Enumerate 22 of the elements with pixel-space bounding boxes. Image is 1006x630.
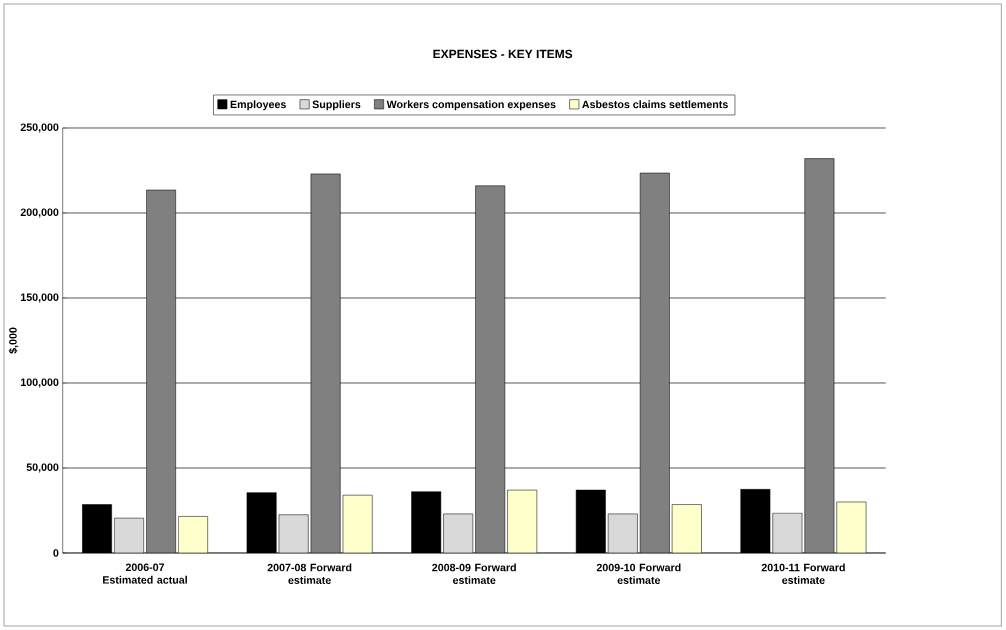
bar — [507, 489, 538, 553]
y-tick-label: 0 — [53, 549, 59, 557]
bar — [836, 501, 867, 553]
y-tick-label: 150,000 — [21, 293, 59, 303]
x-tick-label: 2008-09 Forward estimate — [432, 563, 516, 584]
bar — [342, 494, 373, 553]
y-tick-label: 200,000 — [20, 208, 59, 218]
y-tick-label: 250,000 — [20, 123, 59, 133]
chart-title: EXPENSES - KEY ITEMS — [433, 49, 573, 59]
y-axis-title: $,000 — [8, 327, 19, 354]
legend-label: Suppliers — [312, 100, 361, 111]
bar — [671, 504, 702, 553]
x-tick-label: 2010-11 Forward estimate — [761, 563, 845, 584]
legend-label: Workers compensation expenses — [386, 100, 556, 111]
y-tick-label: 50,000 — [26, 463, 59, 473]
x-tick-label: 2006-07 Estimated actual — [103, 563, 187, 584]
legend-label: Asbestos claims settlements — [582, 100, 728, 109]
legend-label: Employees — [230, 100, 286, 111]
bar — [178, 516, 208, 553]
x-tick-label: 2009-10 Forward estimate — [596, 563, 681, 584]
y-tick-label: 100,000 — [21, 378, 59, 388]
x-tick-label: 2007-08 Forward estimate — [267, 563, 352, 584]
